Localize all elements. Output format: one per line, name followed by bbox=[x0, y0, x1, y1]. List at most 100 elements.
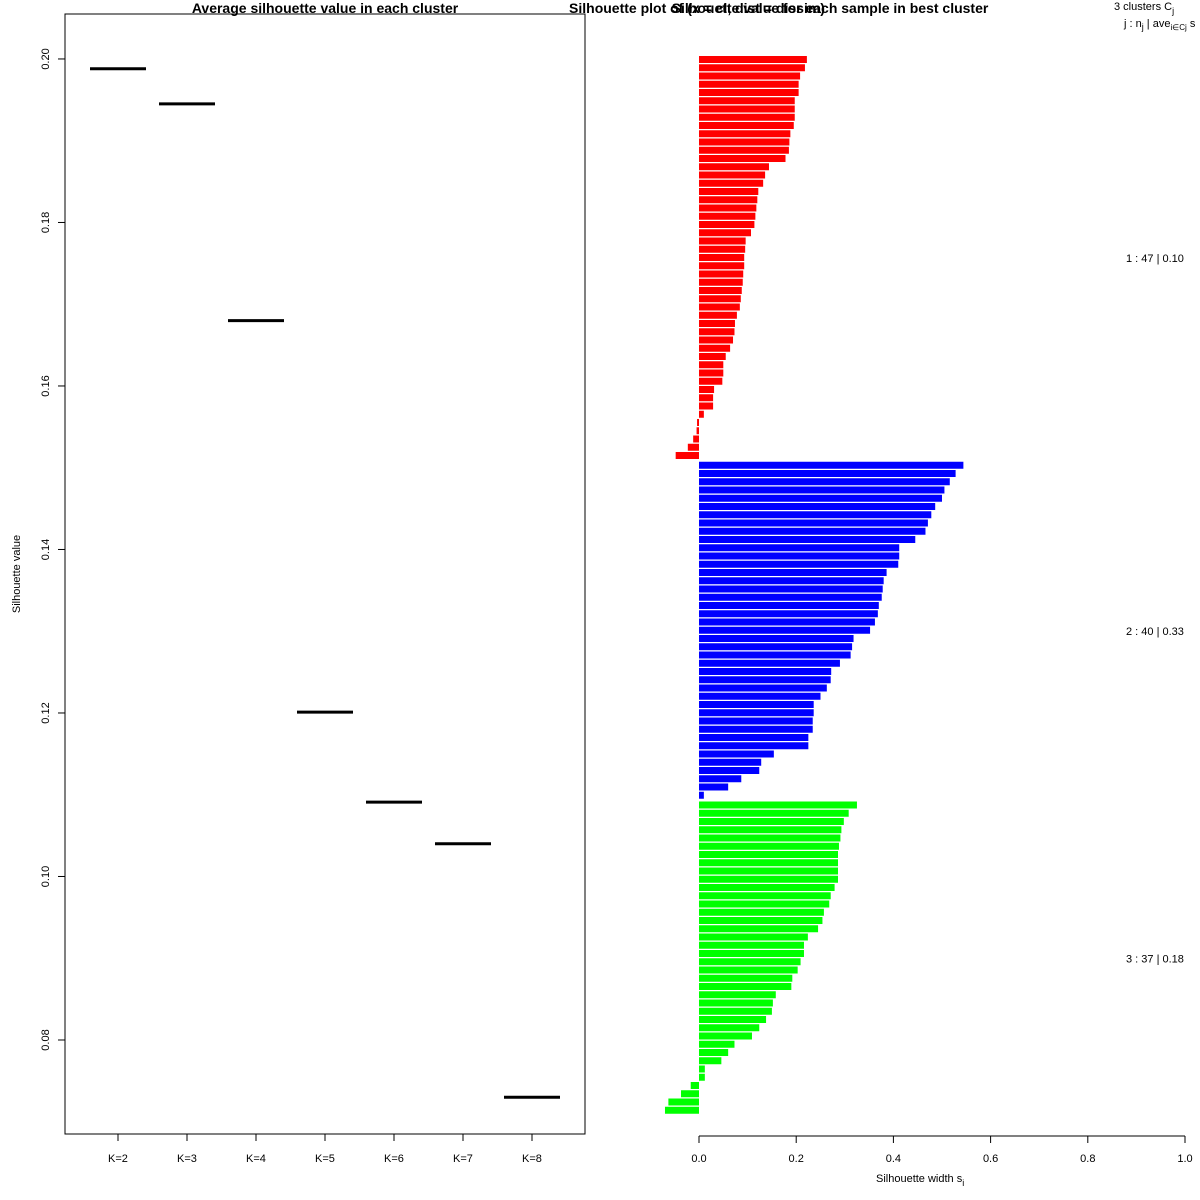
legend-header-subscript-nj: j bbox=[1141, 22, 1144, 32]
silhouette-bar-c3-32 bbox=[699, 1065, 705, 1073]
silhouette-bar-c1-2 bbox=[699, 72, 801, 80]
left-y-tick-label-6: 0.20 bbox=[40, 48, 52, 69]
silhouette-bar-c1-38 bbox=[699, 369, 724, 377]
silhouette-bar-c1-3 bbox=[699, 80, 799, 88]
silhouette-bar-c1-34 bbox=[699, 336, 734, 344]
silhouette-bar-c3-25 bbox=[699, 1007, 772, 1015]
silhouette-bar-c2-29 bbox=[699, 701, 814, 708]
silhouette-bar-c2-37 bbox=[699, 767, 760, 774]
silhouette-bar-c1-27 bbox=[699, 278, 743, 286]
silhouette-bar-c1-16 bbox=[699, 188, 759, 195]
silhouette-bar-c2-1 bbox=[699, 470, 956, 477]
cluster-label-1: 1 : 47 | 0.10 bbox=[1126, 253, 1184, 265]
silhouette-bar-c1-47 bbox=[687, 443, 699, 451]
silhouette-bar-c3-22 bbox=[699, 983, 792, 990]
silhouette-bar-c1-23 bbox=[699, 245, 746, 253]
silhouette-bar-c2-30 bbox=[699, 709, 814, 717]
silhouette-bar-c2-25 bbox=[699, 668, 832, 675]
legend-header-line1: 3 clusters Cj bbox=[1114, 1, 1174, 16]
silhouette-bar-c2-33 bbox=[699, 734, 809, 741]
legend-header-subscript-j: j bbox=[1171, 6, 1174, 16]
silhouette-bar-c3-10 bbox=[699, 884, 835, 891]
right-x-tick-label-1: 0.2 bbox=[789, 1153, 804, 1165]
silhouette-bar-c3-17 bbox=[699, 941, 804, 949]
silhouette-bar-c3-14 bbox=[699, 917, 823, 924]
silhouette-bar-c2-24 bbox=[699, 659, 840, 667]
silhouette-bar-c1-37 bbox=[699, 361, 724, 369]
silhouette-bar-c3-18 bbox=[699, 950, 804, 957]
silhouette-bar-c1-26 bbox=[699, 270, 744, 278]
legend-header-subscript-ave: i∈Cj bbox=[1170, 23, 1187, 32]
silhouette-bar-c2-8 bbox=[699, 527, 926, 535]
silhouette-bar-c1-29 bbox=[699, 295, 741, 303]
legend-header-line2: j : nj | avei∈Cj s bbox=[1123, 18, 1196, 32]
left-x-ticks: K=2 K=3 K=4 K=5 K=6 K=7 K=8 bbox=[108, 1134, 542, 1165]
silhouette-bar-c2-6 bbox=[699, 511, 932, 519]
silhouette-bar-c3-1 bbox=[699, 809, 849, 817]
right-chart: Silhouette plot of (x = cl, dist = dissi… bbox=[569, 0, 1196, 1188]
silhouette-bar-c2-20 bbox=[699, 626, 871, 634]
right-x-ticks: 0.0 0.2 0.4 0.6 0.8 1.0 bbox=[691, 1136, 1193, 1165]
right-x-tick-label-0: 0.0 bbox=[691, 1153, 706, 1165]
silhouette-bar-c1-7 bbox=[699, 113, 795, 121]
silhouette-bar-c3-29 bbox=[699, 1040, 735, 1048]
silhouette-bar-c1-36 bbox=[699, 353, 726, 360]
silhouette-bar-c1-6 bbox=[699, 105, 795, 113]
silhouette-bar-c2-4 bbox=[699, 494, 942, 502]
left-y-tick-label-4: 0.16 bbox=[40, 375, 52, 396]
silhouette-bar-c2-38 bbox=[699, 775, 742, 783]
legend-header-j-n: j : n bbox=[1123, 18, 1142, 30]
silhouette-bar-c1-22 bbox=[699, 237, 746, 245]
silhouette-bar-c1-43 bbox=[699, 410, 704, 418]
silhouette-bar-c3-0 bbox=[699, 801, 857, 809]
silhouette-bar-c3-21 bbox=[699, 974, 793, 982]
silhouette-bar-c2-28 bbox=[699, 692, 821, 700]
silhouette-bar-c2-32 bbox=[699, 725, 813, 733]
silhouette-bar-c3-15 bbox=[699, 925, 819, 933]
left-y-axis-label: Silhouette value bbox=[11, 535, 23, 613]
silhouette-bar-c2-23 bbox=[699, 651, 851, 659]
silhouette-bar-c2-36 bbox=[699, 758, 762, 766]
silhouette-bar-c1-5 bbox=[699, 97, 795, 105]
right-chart-title: Silhouette value for each sample in best… bbox=[672, 0, 989, 16]
right-x-tick-label-2: 0.4 bbox=[886, 1153, 901, 1165]
legend-header-s: s bbox=[1187, 18, 1196, 30]
right-bars bbox=[664, 56, 964, 1114]
left-x-tick-label-3: K=5 bbox=[315, 1153, 335, 1165]
silhouette-bar-c3-6 bbox=[699, 851, 838, 858]
silhouette-bar-c2-0 bbox=[699, 461, 964, 469]
silhouette-bar-c3-2 bbox=[699, 818, 844, 825]
silhouette-bar-c1-1 bbox=[699, 64, 805, 72]
cluster-label-3: 3 : 37 | 0.18 bbox=[1126, 953, 1184, 965]
left-x-tick-label-5: K=7 bbox=[453, 1153, 473, 1165]
silhouette-bar-c3-28 bbox=[699, 1032, 752, 1040]
left-y-tick-label-0: 0.08 bbox=[40, 1029, 52, 1050]
silhouette-bar-c2-31 bbox=[699, 717, 813, 725]
silhouette-bar-c2-12 bbox=[699, 560, 899, 568]
silhouette-bar-c2-5 bbox=[699, 503, 936, 510]
silhouette-bar-c3-35 bbox=[681, 1090, 699, 1098]
silhouette-bar-c2-39 bbox=[699, 783, 729, 791]
silhouette-bar-c3-27 bbox=[699, 1024, 760, 1032]
silhouette-bar-c2-3 bbox=[699, 486, 945, 494]
silhouette-bar-c2-34 bbox=[699, 742, 809, 750]
silhouette-bar-c3-9 bbox=[699, 875, 838, 883]
silhouette-bar-c3-24 bbox=[699, 999, 773, 1007]
right-x-tick-label-4: 0.8 bbox=[1080, 1153, 1095, 1165]
silhouette-bar-c2-11 bbox=[699, 552, 900, 560]
left-y-tick-label-2: 0.12 bbox=[40, 702, 52, 723]
silhouette-bar-c3-7 bbox=[699, 859, 838, 867]
right-x-axis-label-sub: i bbox=[962, 1178, 964, 1188]
silhouette-bar-c3-16 bbox=[699, 933, 808, 941]
silhouette-bar-c1-44 bbox=[697, 419, 699, 426]
silhouette-bar-c1-12 bbox=[699, 155, 786, 162]
silhouette-bar-c2-15 bbox=[699, 585, 883, 593]
left-chart: Average silhouette value in each cluster… bbox=[11, 0, 586, 1165]
silhouette-bar-c1-48 bbox=[675, 452, 699, 459]
left-x-tick-label-6: K=8 bbox=[522, 1153, 542, 1165]
silhouette-bar-c1-35 bbox=[699, 344, 731, 352]
silhouette-bar-c1-21 bbox=[699, 229, 752, 237]
silhouette-bar-c1-18 bbox=[699, 204, 757, 212]
silhouette-bar-c1-13 bbox=[699, 163, 769, 171]
